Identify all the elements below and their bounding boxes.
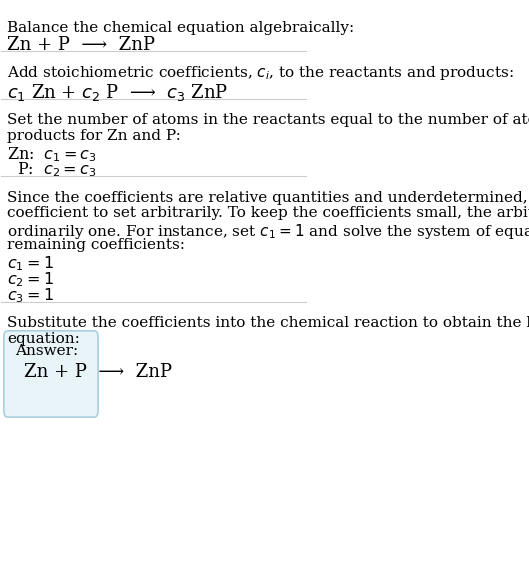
Text: coefficient to set arbitrarily. To keep the coefficients small, the arbitrary va: coefficient to set arbitrarily. To keep … bbox=[7, 207, 529, 221]
Text: $c_2 = 1$: $c_2 = 1$ bbox=[7, 270, 54, 289]
Text: ordinarily one. For instance, set $c_1 = 1$ and solve the system of equations fo: ordinarily one. For instance, set $c_1 =… bbox=[7, 222, 529, 241]
Text: Zn + P  ⟶  ZnP: Zn + P ⟶ ZnP bbox=[24, 363, 172, 381]
Text: Zn + P  ⟶  ZnP: Zn + P ⟶ ZnP bbox=[7, 36, 156, 54]
Text: remaining coefficients:: remaining coefficients: bbox=[7, 238, 186, 252]
Text: Zn:  $c_1 = c_3$: Zn: $c_1 = c_3$ bbox=[7, 145, 97, 163]
Text: Balance the chemical equation algebraically:: Balance the chemical equation algebraica… bbox=[7, 21, 355, 35]
Text: Substitute the coefficients into the chemical reaction to obtain the balanced: Substitute the coefficients into the che… bbox=[7, 316, 529, 330]
Text: equation:: equation: bbox=[7, 332, 80, 346]
Text: Answer:: Answer: bbox=[15, 344, 78, 358]
Text: Set the number of atoms in the reactants equal to the number of atoms in the: Set the number of atoms in the reactants… bbox=[7, 113, 529, 127]
Text: products for Zn and P:: products for Zn and P: bbox=[7, 129, 181, 143]
Text: Add stoichiometric coefficients, $c_i$, to the reactants and products:: Add stoichiometric coefficients, $c_i$, … bbox=[7, 64, 514, 82]
Text: P:  $c_2 = c_3$: P: $c_2 = c_3$ bbox=[7, 160, 97, 179]
FancyBboxPatch shape bbox=[4, 331, 98, 417]
Text: Since the coefficients are relative quantities and underdetermined, choose a: Since the coefficients are relative quan… bbox=[7, 191, 529, 205]
Text: $c_1 = 1$: $c_1 = 1$ bbox=[7, 254, 54, 273]
Text: $c_3 = 1$: $c_3 = 1$ bbox=[7, 286, 54, 305]
Text: $c_1$ Zn + $c_2$ P  ⟶  $c_3$ ZnP: $c_1$ Zn + $c_2$ P ⟶ $c_3$ ZnP bbox=[7, 82, 229, 103]
